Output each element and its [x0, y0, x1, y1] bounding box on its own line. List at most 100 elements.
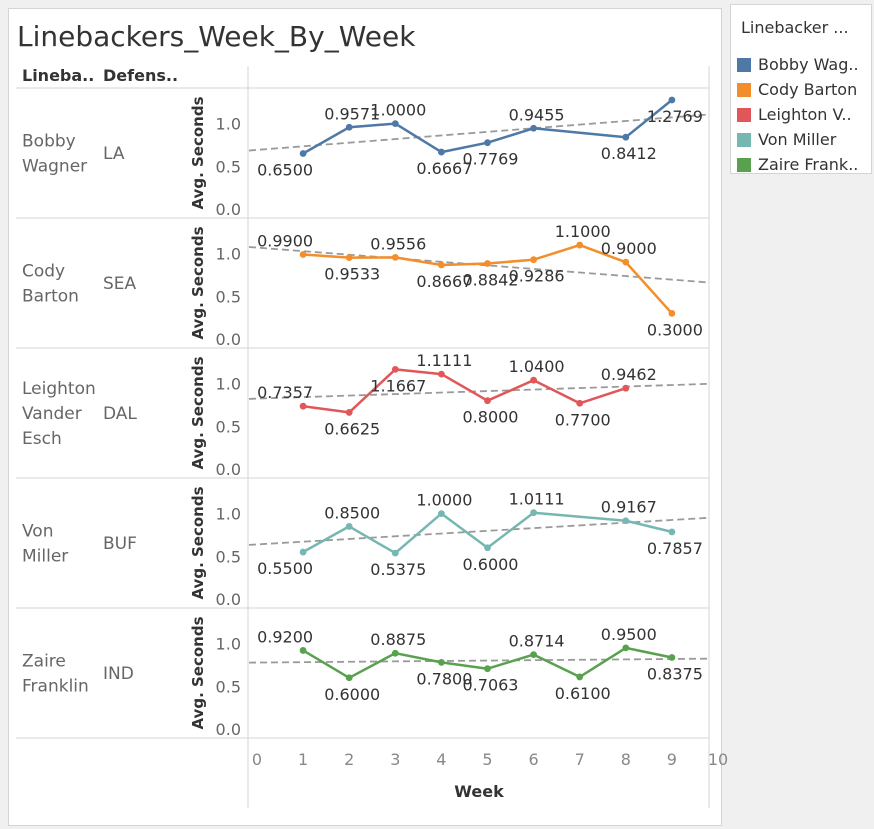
y-axis-title: Avg. Seconds: [189, 616, 207, 729]
data-label: 0.5500: [257, 559, 313, 578]
data-label: 0.8714: [509, 632, 565, 651]
data-label: 0.9000: [601, 239, 657, 258]
data-point: [345, 523, 353, 530]
data-label: 0.9900: [257, 231, 313, 250]
y-tick-label: 0.5: [216, 417, 241, 436]
linebacker-name-line: Miller: [22, 547, 68, 567]
linebacker-name-line: Von: [22, 522, 54, 542]
panel-von-miller: Von Miller BUF Avg. Seconds 0.0 0.5 1.0 0.5500 0…: [22, 486, 709, 609]
y-tick-label: 0.5: [216, 677, 241, 696]
data-label: 0.8375: [647, 664, 703, 683]
legend-title[interactable]: Linebacker ...: [741, 18, 849, 37]
legend-swatch: [737, 133, 751, 147]
data-point: [668, 96, 676, 104]
data-point: [668, 528, 676, 536]
x-tick-label: 5: [482, 750, 492, 769]
data-point: [622, 517, 630, 525]
data-label: 0.9500: [601, 625, 657, 644]
data-point: [299, 548, 307, 556]
legend-item-label: Leighton V..: [758, 105, 852, 124]
linebacker-name-line: Esch: [22, 429, 62, 449]
panel-zaire-franklin: Zaire Franklin IND Avg. Seconds 0.0 0.5 1.0 0.9…: [22, 616, 709, 739]
legend-item-von-miller[interactable]: Von Miller: [737, 130, 871, 150]
data-point: [345, 123, 353, 131]
data-point: [530, 124, 537, 132]
legend-item-leighton-vander-esch[interactable]: Leighton V..: [737, 105, 871, 125]
linebacker-name-line: Bobby: [22, 132, 76, 152]
x-tick-label: 6: [529, 750, 539, 769]
data-point: [576, 241, 584, 249]
data-point: [622, 644, 630, 652]
panel-bobby-wagner: Bobby Wagner LA Avg. Seconds 0.0 0.5 1.0 0.6500…: [22, 96, 709, 219]
data-point: [299, 251, 307, 258]
legend-item-bobby-wagner[interactable]: Bobby Wag..: [737, 55, 871, 75]
data-point: [391, 549, 399, 557]
legend-item-label: Cody Barton: [758, 80, 858, 99]
data-label: 1.0111: [509, 490, 565, 509]
series-line: [302, 511, 673, 555]
data-label: 1.1111: [416, 351, 472, 370]
legend-item-zaire-franklin[interactable]: Zaire Frank..: [737, 155, 871, 175]
data-label: 0.6625: [324, 419, 380, 438]
data-point: [391, 254, 399, 261]
data-label: 0.8000: [463, 408, 519, 427]
data-label: 1.0000: [416, 491, 472, 510]
data-point: [299, 402, 307, 410]
data-label: 0.9455: [509, 105, 565, 124]
data-label: 1.1667: [370, 376, 426, 395]
data-label: 0.9462: [601, 365, 657, 384]
y-axis-title: Avg. Seconds: [189, 356, 207, 469]
data-label: 0.9200: [257, 627, 313, 646]
data-label: 0.8412: [601, 144, 657, 163]
linebacker-column-header[interactable]: Lineba..: [22, 66, 95, 85]
linebacker-name-line: Barton: [22, 287, 79, 307]
data-point: [345, 254, 353, 262]
x-tick-label: 2: [344, 750, 354, 769]
linebacker-name-line: Vander: [22, 404, 82, 424]
defense-team-label: BUF: [103, 534, 137, 554]
y-tick-label: 0.5: [216, 157, 241, 176]
y-tick-label: 1.0: [216, 245, 241, 264]
legend-item-cody-barton[interactable]: Cody Barton: [737, 80, 871, 100]
panel-cody-barton: Cody Barton SEA Avg. Seconds 0.0 0.5 1.0 0.9900…: [22, 222, 709, 349]
chart-title: Linebackers_Week_By_Week: [17, 20, 416, 53]
defense-column-header[interactable]: Defens..: [103, 66, 179, 85]
data-label: 0.6667: [416, 159, 472, 178]
y-tick-label: 1.0: [216, 505, 241, 524]
data-label: 0.6500: [257, 161, 313, 180]
data-label: 0.8875: [370, 630, 426, 649]
defense-team-label: DAL: [103, 404, 137, 424]
data-label: 0.9571: [324, 104, 380, 123]
data-point: [438, 370, 445, 378]
x-tick-label: 7: [575, 750, 585, 769]
data-point: [345, 674, 353, 682]
data-point: [484, 544, 491, 552]
legend-swatch: [737, 158, 751, 172]
data-point: [438, 261, 445, 269]
data-point: [299, 150, 307, 157]
x-axis-title: Week: [454, 782, 504, 801]
y-tick-label: 1.0: [216, 115, 241, 134]
data-label: 0.6000: [463, 555, 519, 574]
data-point: [345, 409, 353, 416]
data-label: 1.2769: [647, 107, 703, 126]
data-label: 0.9167: [601, 498, 657, 517]
linebacker-name-line: Wagner: [22, 157, 87, 177]
data-label: 0.7700: [555, 410, 611, 429]
legend-swatch: [737, 58, 751, 72]
x-tick-label: 0: [252, 750, 262, 769]
y-tick-label: 1.0: [216, 635, 241, 654]
data-point: [576, 399, 584, 407]
data-point: [530, 376, 537, 384]
data-label: 0.7857: [647, 539, 703, 558]
data-point: [668, 654, 676, 661]
data-point: [299, 647, 307, 654]
data-label: 0.8667: [416, 272, 472, 291]
data-point: [391, 120, 399, 128]
series-line: [302, 368, 627, 414]
y-tick-label: 0.0: [216, 460, 241, 479]
data-point: [576, 673, 584, 681]
x-tick-label: 9: [667, 750, 677, 769]
data-label: 0.8500: [324, 503, 380, 522]
legend-item-label: Zaire Frank..: [758, 155, 859, 174]
